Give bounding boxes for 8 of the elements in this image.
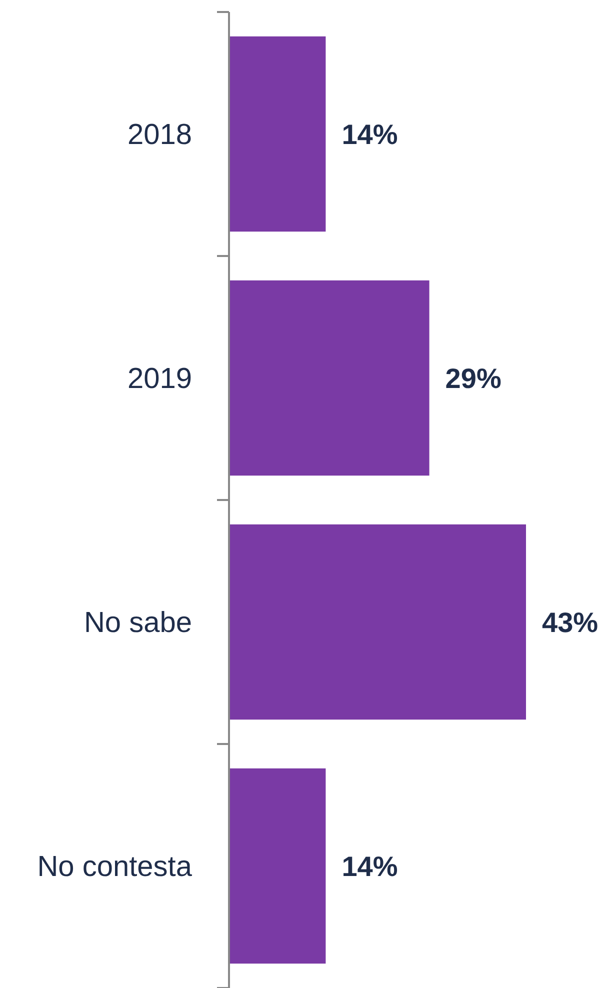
y-tick-label: 2019 <box>127 363 192 396</box>
y-tick-label: No sabe <box>84 607 192 640</box>
y-tick-label: 2018 <box>127 119 192 152</box>
data-label: 43% <box>542 606 598 638</box>
data-label: 29% <box>445 362 502 394</box>
y-tick-label: No contesta <box>37 851 193 884</box>
data-label: 14% <box>342 118 398 150</box>
data-label: 14% <box>342 850 398 882</box>
